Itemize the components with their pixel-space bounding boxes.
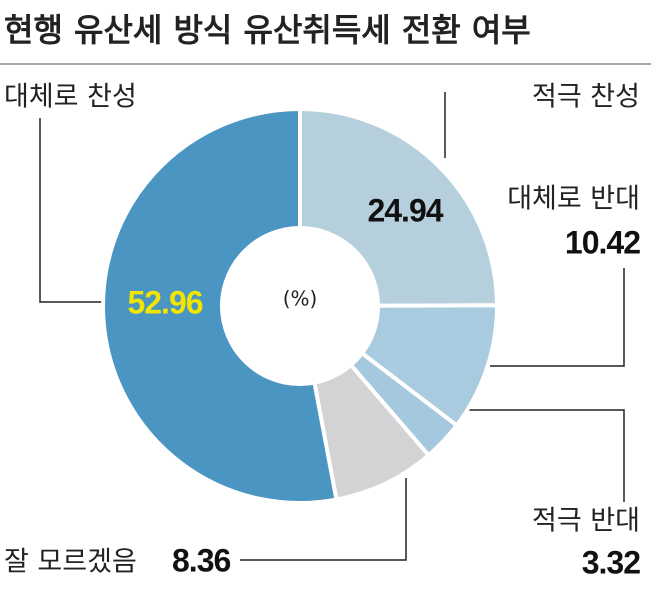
leader-lines [39, 92, 625, 561]
chart-title: 현행 유산세 방식 유산취득세 전환 여부 [4, 11, 531, 49]
category-label: 대체로 반대 [507, 184, 640, 215]
category-label: 적극 반대 [532, 506, 640, 537]
leader-line [490, 268, 625, 367]
value-label: 3.32 [582, 544, 640, 580]
category-label: 적극 찬성 [532, 82, 640, 113]
center-label: (%) [283, 287, 318, 311]
donut-segment [298, 106, 500, 308]
donut-segment [101, 106, 339, 505]
leader-line [39, 118, 103, 303]
value-label: 8.36 [172, 542, 230, 578]
donut-segment [359, 303, 499, 429]
value-label: 24.94 [367, 192, 443, 228]
leader-line [240, 478, 407, 561]
category-label: 대체로 찬성 [4, 82, 137, 113]
leader-line [467, 409, 625, 502]
donut [101, 106, 500, 505]
value-label: 52.96 [127, 284, 202, 320]
category-label: 잘 모르겠음 [4, 547, 137, 578]
value-label: 10.42 [565, 224, 640, 260]
